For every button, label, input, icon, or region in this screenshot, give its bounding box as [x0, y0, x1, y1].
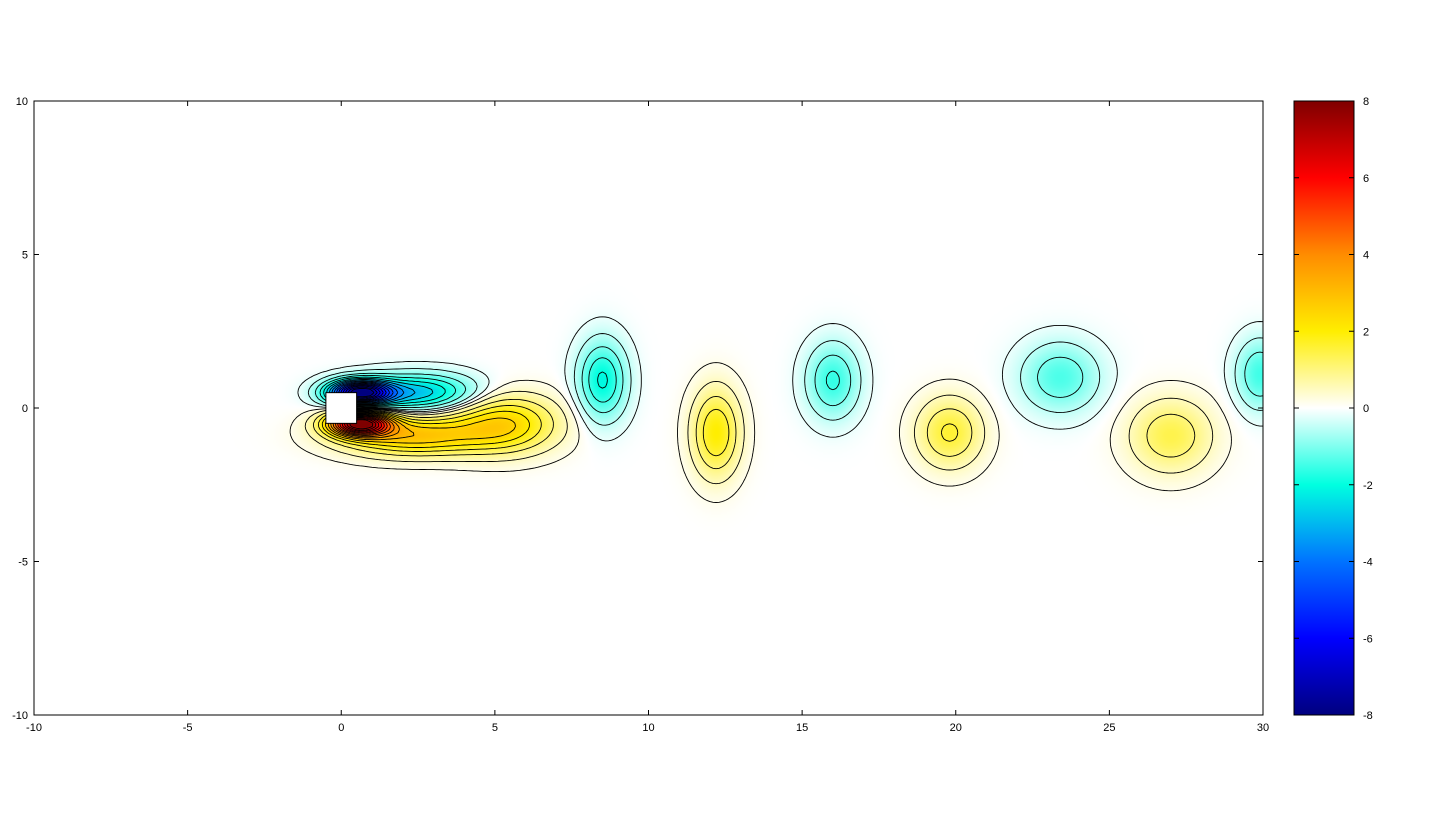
colorbar-gradient — [1293, 100, 1355, 716]
plot-area: -10 -5 0 5 10 15 20 25 30 -10 -5 0 5 10 — [12, 96, 1269, 734]
colorbar-tick-label: -4 — [1363, 557, 1373, 569]
x-tick-label: 30 — [1257, 722, 1269, 734]
colorbar-tick-label: -8 — [1363, 710, 1373, 722]
colorbar-tick-label: 0 — [1363, 403, 1369, 415]
colorbar-tick-label: -2 — [1363, 480, 1373, 492]
colorbar-tick-label: 6 — [1363, 173, 1369, 185]
colorbar-tick-label: 2 — [1363, 326, 1369, 338]
contour-line — [307, 333, 1264, 426]
vorticity-field — [34, 101, 1263, 715]
x-tick-label: -5 — [183, 722, 193, 734]
contour-line — [304, 380, 1214, 485]
contour-line — [297, 316, 1264, 442]
colorbar: -8 -6 -4 -2 0 2 4 6 8 — [1293, 96, 1373, 722]
colorbar-tick-label: -6 — [1363, 633, 1373, 645]
x-tick-label: 15 — [796, 722, 808, 734]
contour-line — [314, 346, 1264, 414]
cylinder-obstacle — [325, 392, 358, 424]
x-tick-label: -10 — [26, 722, 42, 734]
contour-line — [289, 362, 1232, 503]
y-tick-label: 10 — [16, 96, 28, 108]
x-tick-label: 10 — [642, 722, 654, 734]
colorbar-tick-label: 8 — [1363, 96, 1369, 108]
y-tick-label: 5 — [22, 250, 28, 262]
x-tick-label: 5 — [492, 722, 498, 734]
x-tick-label: 25 — [1103, 722, 1115, 734]
colorbar-axis: -8 -6 -4 -2 0 2 4 6 8 — [1294, 96, 1373, 722]
x-tick-label: 20 — [950, 722, 962, 734]
y-tick-label: 0 — [22, 403, 28, 415]
colorbar-tick-label: 4 — [1363, 250, 1369, 262]
contour-line — [317, 405, 959, 457]
x-axis: -10 -5 0 5 10 15 20 25 30 — [26, 101, 1269, 734]
y-axis: -10 -5 0 5 10 — [12, 96, 1263, 722]
y-tick-label: -5 — [18, 557, 28, 569]
x-tick-label: 0 — [338, 722, 344, 734]
y-tick-label: -10 — [12, 710, 28, 722]
